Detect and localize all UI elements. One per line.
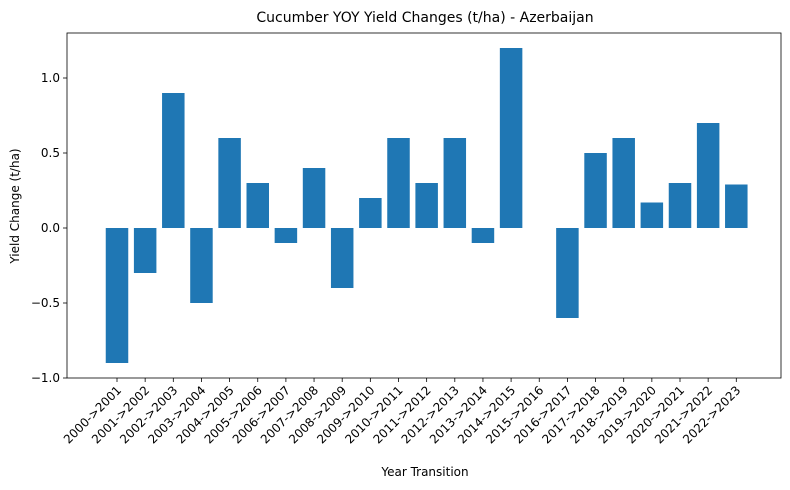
bar	[584, 153, 607, 228]
y-axis-title: Yield Change (t/ha)	[8, 148, 22, 264]
bar	[133, 228, 157, 273]
bar	[162, 93, 185, 228]
bar	[471, 228, 495, 243]
bar	[274, 228, 298, 243]
bar	[556, 228, 579, 318]
bar	[499, 48, 523, 228]
bar	[302, 168, 326, 228]
bar	[246, 183, 269, 228]
y-tick-label: 0.5	[41, 146, 60, 160]
bar	[668, 183, 692, 228]
y-tick-label: −1.0	[31, 371, 60, 385]
y-axis: −1.0 −0.5 0.0 0.5 1.0	[31, 71, 67, 385]
bar	[612, 138, 635, 228]
x-axis-title: Year Transition	[380, 465, 468, 479]
bar	[190, 228, 213, 303]
bar	[218, 138, 241, 228]
bar	[359, 198, 382, 228]
plot-frame	[66, 32, 782, 379]
y-tick-label: −0.5	[31, 296, 60, 310]
bar	[725, 184, 748, 228]
y-tick-label: 1.0	[41, 71, 60, 85]
bars	[105, 48, 748, 363]
bar	[105, 228, 129, 363]
y-tick-label: 0.0	[41, 221, 60, 235]
bar	[443, 138, 467, 228]
bar	[415, 183, 438, 228]
bar	[330, 228, 354, 288]
bar	[640, 202, 664, 228]
bar	[696, 123, 720, 228]
bar	[387, 138, 410, 228]
chart-title: Cucumber YOY Yield Changes (t/ha) - Azer…	[256, 10, 593, 26]
x-axis: 2000->20012001->20022002->20032003->2004…	[61, 378, 743, 446]
